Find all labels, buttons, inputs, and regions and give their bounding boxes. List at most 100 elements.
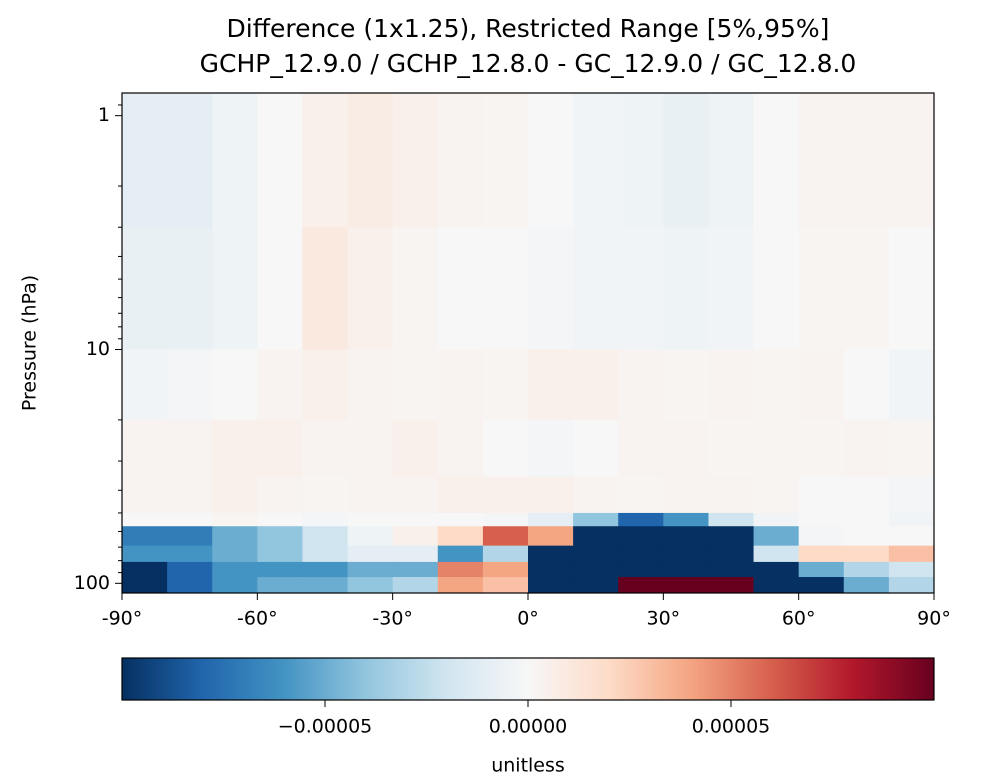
heatmap-cell (347, 545, 394, 563)
heatmap-cell (482, 349, 529, 421)
heatmap-cell (888, 526, 935, 547)
heatmap-cell (212, 476, 258, 514)
colorbar-label: unitless (491, 755, 565, 777)
heatmap-cell (482, 577, 529, 594)
heatmap-cell (888, 545, 935, 563)
heatmap-cell (573, 577, 619, 594)
heatmap-cell (708, 419, 755, 478)
heatmap-cell (347, 476, 394, 514)
heatmap-cell (257, 512, 303, 527)
heatmap-cell (708, 512, 755, 527)
heatmap-cell (798, 512, 845, 527)
heatmap-cell (618, 419, 664, 478)
heatmap-cell (437, 577, 484, 594)
heatmap-cell (663, 561, 709, 578)
heatmap-cell (347, 561, 394, 578)
colorbar-tick-label: 0.00000 (489, 716, 568, 738)
heatmap-cell (392, 476, 439, 514)
heatmap-cell (347, 93, 394, 228)
heatmap-cell (122, 512, 168, 527)
y-axis-label: Pressure (hPa) (19, 275, 41, 411)
heatmap-cell (753, 561, 800, 578)
colorbar (121, 657, 935, 701)
x-tick-label: 30° (646, 608, 680, 630)
heatmap-cell (843, 227, 890, 350)
heatmap-cell (573, 93, 619, 228)
heatmap-cell (708, 561, 755, 578)
heatmap-cell (167, 227, 213, 350)
heatmap-cell (167, 561, 213, 578)
heatmap-cell (392, 419, 439, 478)
heatmap-cell (212, 577, 258, 594)
heatmap-cell (798, 419, 845, 478)
heatmap-cell (122, 526, 168, 547)
heatmap-cell (302, 476, 349, 514)
heatmap-cell (618, 93, 664, 228)
heatmap-cell (753, 349, 800, 421)
heatmap-cell (257, 349, 303, 421)
y-tick-label: 100 (74, 572, 110, 594)
heatmap-cell (167, 419, 213, 478)
heatmap-cell (753, 577, 800, 594)
heatmap-cell (663, 419, 709, 478)
heatmap-cell (798, 476, 845, 514)
heatmap-cell (528, 526, 574, 547)
heatmap-cell (257, 577, 303, 594)
heatmap-cell (528, 93, 574, 228)
heatmap-cell (167, 545, 213, 563)
heatmap-cell (843, 577, 890, 594)
heatmap-cell (708, 93, 755, 228)
heatmap-cell (663, 545, 709, 563)
heatmap-cell (708, 577, 755, 594)
heatmap-cell (167, 349, 213, 421)
heatmap-cell (843, 93, 890, 228)
heatmap-cell (302, 577, 349, 594)
heatmap-cell (437, 93, 484, 228)
heatmap-cell (573, 561, 619, 578)
heatmap-cell (528, 419, 574, 478)
heatmap-cell (347, 512, 394, 527)
heatmap-cell (257, 526, 303, 547)
heatmap-cell (888, 227, 935, 350)
heatmap-cell (302, 93, 349, 228)
heatmap-cell (302, 545, 349, 563)
heatmap-cell (392, 349, 439, 421)
heatmap-cell (392, 545, 439, 563)
heatmap-cell (482, 419, 529, 478)
chart-title: Difference (1x1.25), Restricted Range [5… (227, 14, 830, 43)
heatmap-cell (618, 476, 664, 514)
heatmap-cell (122, 227, 168, 350)
heatmap-cell (663, 93, 709, 228)
heatmap-cell (482, 93, 529, 228)
heatmap-cell (212, 545, 258, 563)
heatmap-cell (618, 512, 664, 527)
x-tick-label: -30° (372, 608, 413, 630)
x-tick-label: -60° (237, 608, 278, 630)
heatmap-cell (347, 577, 394, 594)
x-tick-label: 0° (517, 608, 539, 630)
heatmap-cell (528, 227, 574, 350)
heatmap-cell (302, 349, 349, 421)
heatmap-cell (888, 561, 935, 578)
heatmap-cell (482, 227, 529, 350)
heatmap-cell (663, 526, 709, 547)
heatmap-cell (753, 419, 800, 478)
heatmap-cell (167, 93, 213, 228)
heatmap-cell (122, 476, 168, 514)
heatmap-cell (392, 93, 439, 228)
heatmap-cell (212, 93, 258, 228)
heatmap-cell (753, 93, 800, 228)
heatmap-cell (708, 227, 755, 350)
heatmap-cell (798, 349, 845, 421)
heatmap-cell (437, 419, 484, 478)
heatmap-cell (302, 561, 349, 578)
heatmap-cell (888, 476, 935, 514)
heatmap-cell (753, 476, 800, 514)
heatmap-cell (437, 227, 484, 350)
heatmap-cell (708, 349, 755, 421)
heatmap-cell (212, 227, 258, 350)
heatmap-cell (798, 227, 845, 350)
heatmap-cell (708, 526, 755, 547)
heatmap-cell (212, 349, 258, 421)
